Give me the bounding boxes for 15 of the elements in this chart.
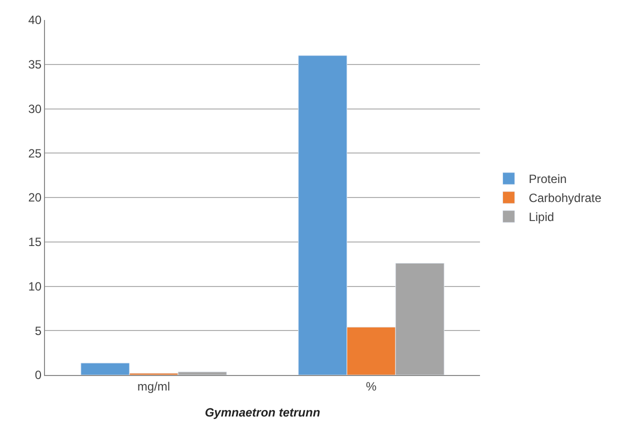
y-tick-label: 40 bbox=[28, 13, 42, 28]
x-axis-title: Gymnaetron tetrunn bbox=[204, 405, 320, 420]
x-tick-label: mg/ml bbox=[137, 379, 170, 394]
y-tick-label: 20 bbox=[28, 190, 42, 205]
legend-label: Protein bbox=[528, 172, 567, 186]
y-tick-label: 10 bbox=[28, 279, 42, 294]
legend-label: Carbohydrate bbox=[528, 191, 602, 206]
y-tick-label: 0 bbox=[34, 368, 42, 382]
legend-label: Lipid bbox=[528, 210, 554, 224]
y-tick-label: 5 bbox=[34, 324, 42, 338]
x-tick-label: % bbox=[366, 379, 377, 394]
y-tick-label: 15 bbox=[28, 235, 42, 250]
y-tick-label: 35 bbox=[28, 58, 42, 72]
y-tick-label: 25 bbox=[28, 146, 42, 160]
y-tick-label: 30 bbox=[28, 102, 42, 116]
